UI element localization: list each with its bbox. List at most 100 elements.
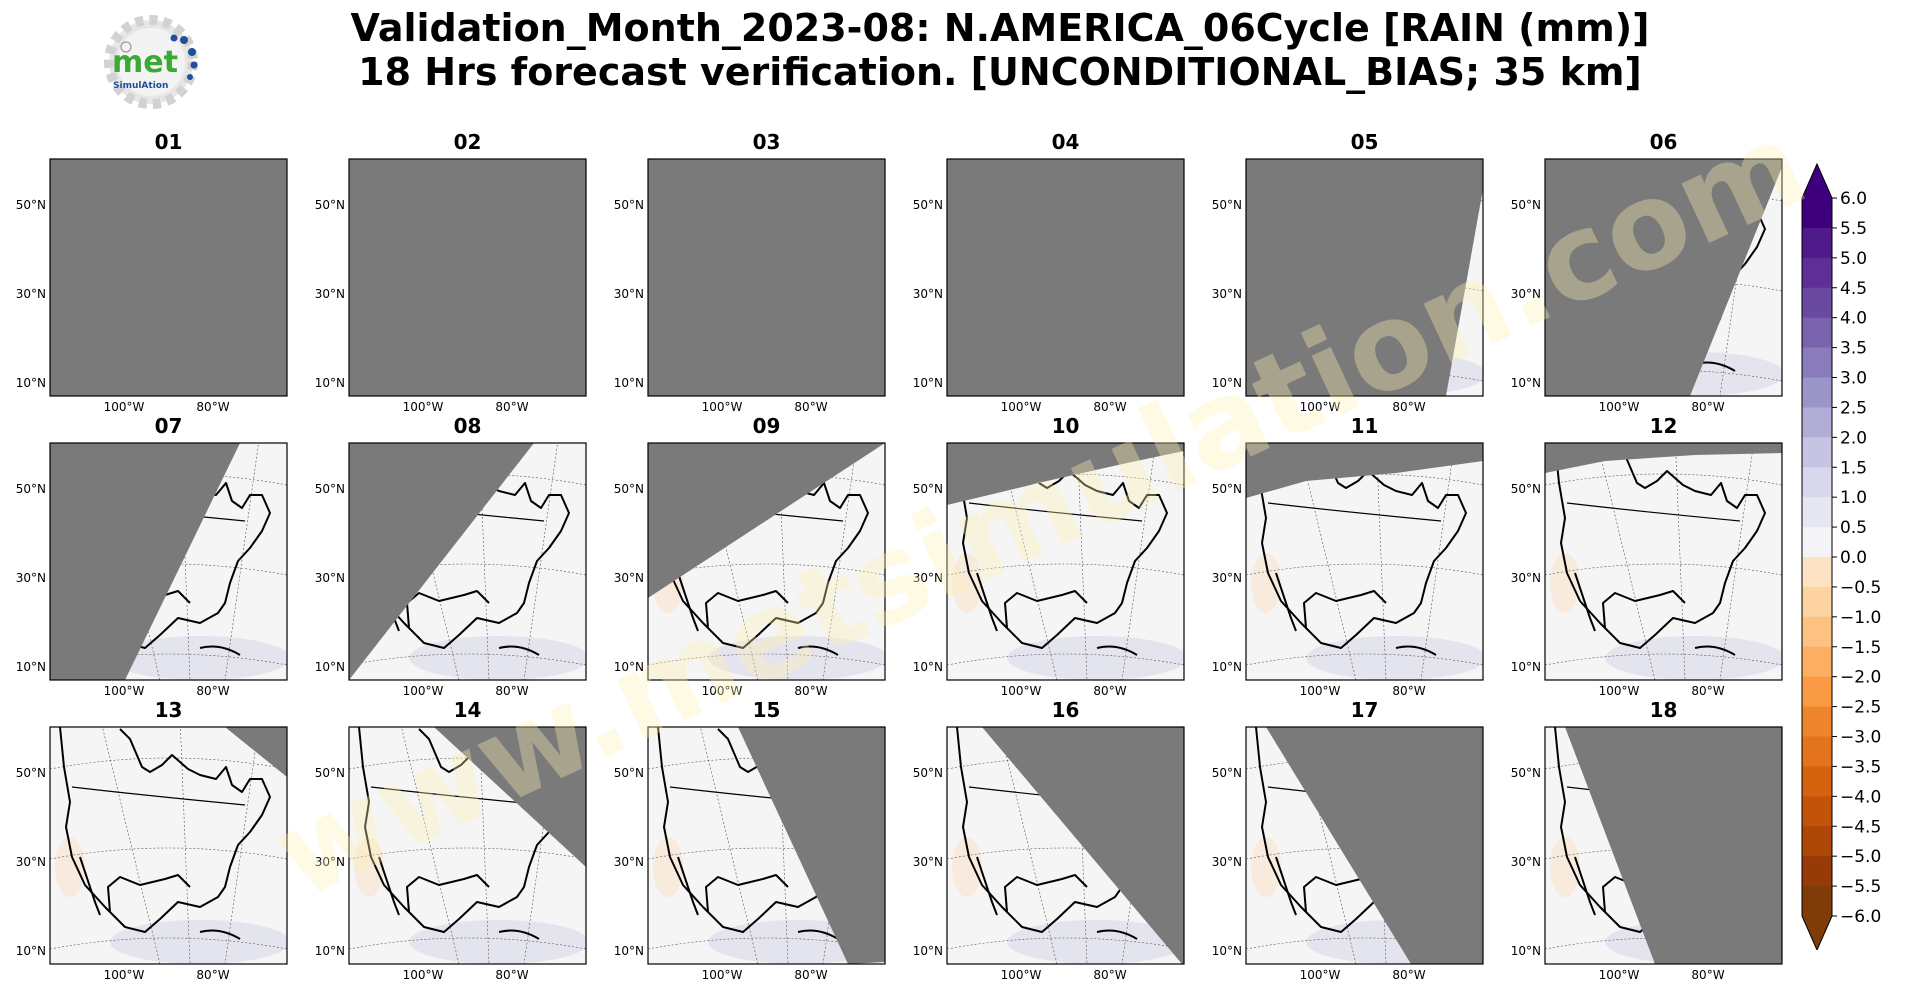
lon-label: 100°W <box>1300 968 1341 982</box>
colorbar-bin <box>1802 227 1832 259</box>
lat-label: 10°N <box>913 376 943 390</box>
colorbar-bin <box>1802 467 1832 498</box>
lat-label: 10°N <box>16 944 46 958</box>
colorbar-tick-label: 3.0 <box>1840 369 1867 389</box>
lon-label: 100°W <box>702 400 743 414</box>
colorbar-tick-label: 0.5 <box>1840 518 1867 538</box>
lat-label: 10°N <box>614 376 644 390</box>
colorbar-tick-label: 5.5 <box>1840 219 1867 239</box>
colorbar-tick-label: −0.5 <box>1840 578 1881 598</box>
colorbar-tick-label: −5.0 <box>1840 847 1881 867</box>
panel-title: 01 <box>155 130 183 154</box>
map-panel-16: 16 50°N 30°N 10°N 100°W 80°W <box>913 698 1185 982</box>
lat-label: 50°N <box>1511 482 1541 496</box>
logo-text-main: met <box>112 45 178 80</box>
map-panel-10: 10 50°N 30°N 10°N 100°W 80°W <box>913 414 1185 698</box>
met-simulation-logo: met SimulAtion <box>96 10 206 110</box>
lat-label: 10°N <box>1511 944 1541 958</box>
colorbar-bin <box>1802 377 1832 408</box>
lat-label: 50°N <box>1511 198 1541 212</box>
lat-label: 10°N <box>614 660 644 674</box>
lat-label: 50°N <box>1212 766 1242 780</box>
colorbar-bin <box>1802 347 1832 378</box>
lat-label: 50°N <box>315 766 345 780</box>
lat-label: 50°N <box>16 198 46 212</box>
lat-label: 30°N <box>16 855 46 869</box>
lat-label: 50°N <box>614 198 644 212</box>
lat-label: 50°N <box>315 482 345 496</box>
panel-title: 17 <box>1351 698 1379 722</box>
lat-label: 10°N <box>16 660 46 674</box>
title-line-1: Validation_Month_2023-08: N.AMERICA_06Cy… <box>350 6 1650 50</box>
lat-label: 10°N <box>315 376 345 390</box>
colorbar-bin <box>1802 407 1832 438</box>
lon-label: 100°W <box>403 968 444 982</box>
panel-title: 11 <box>1351 414 1379 438</box>
map-panel-12: 12 50°N 30°N 10°N 100°W 80°W <box>1511 414 1783 698</box>
panel-title: 14 <box>454 698 482 722</box>
lat-label: 50°N <box>16 766 46 780</box>
colorbar-bin <box>1802 676 1832 708</box>
lat-label: 30°N <box>1511 855 1541 869</box>
map-panel-02: 02 50°N 30°N 10°N 100°W 80°W <box>315 130 587 414</box>
lat-label: 30°N <box>315 855 345 869</box>
map-panel-06: 06 50°N 30°N 10°N 100°W 80°W <box>1511 130 1783 414</box>
lat-label: 30°N <box>1212 571 1242 585</box>
colorbar-bin <box>1802 796 1832 827</box>
panel-title: 06 <box>1650 130 1678 154</box>
panel-title: 10 <box>1052 414 1080 438</box>
colorbar: 6.0 5.5 5.0 4.5 4.0 3.5 3.0 2.5 2.0 1.5 1.0 0.5 0.0 −… <box>1801 162 1881 950</box>
map-panel-04: 04 50°N 30°N 10°N 100°W 80°W <box>913 130 1185 414</box>
lon-label: 80°W <box>495 684 528 698</box>
lat-label: 50°N <box>1511 766 1541 780</box>
lat-label: 30°N <box>913 287 943 301</box>
lat-label: 10°N <box>1511 660 1541 674</box>
colorbar-tick-label: −3.0 <box>1840 728 1881 748</box>
gear-logo-icon <box>104 15 198 109</box>
lon-label: 100°W <box>403 400 444 414</box>
colorbar-tick-label: −2.5 <box>1840 698 1881 718</box>
lon-label: 80°W <box>794 684 827 698</box>
colorbar-tick-label: 6.0 <box>1840 189 1867 209</box>
panel-title: 03 <box>753 130 781 154</box>
lon-label: 80°W <box>1093 968 1126 982</box>
colorbar-bin <box>1802 586 1832 618</box>
panel-title: 16 <box>1052 698 1080 722</box>
lon-label: 100°W <box>1599 684 1640 698</box>
lat-label: 30°N <box>614 855 644 869</box>
map-panel-07: 07 50°N 30°N 10°N 100°W 80°W <box>16 414 288 698</box>
lat-label: 30°N <box>16 287 46 301</box>
colorbar-tick-label: 5.0 <box>1840 249 1867 269</box>
colorbar-bin <box>1802 646 1832 678</box>
lon-label: 100°W <box>1599 968 1640 982</box>
lon-label: 100°W <box>1001 400 1042 414</box>
colorbar-tick-label: −2.0 <box>1840 668 1881 688</box>
lat-label: 30°N <box>614 287 644 301</box>
lat-label: 10°N <box>315 944 345 958</box>
colorbar-extend-bottom <box>1802 916 1832 950</box>
panel-title: 12 <box>1650 414 1678 438</box>
colorbar-bin <box>1802 527 1832 558</box>
panel-title: 08 <box>454 414 482 438</box>
colorbar-tick-label: 4.5 <box>1840 279 1867 299</box>
colorbar-tick-label: −6.0 <box>1840 907 1881 927</box>
colorbar-tick-label: 4.0 <box>1840 309 1867 329</box>
colorbar-bin <box>1802 706 1832 737</box>
lat-label: 10°N <box>1212 660 1242 674</box>
lat-label: 30°N <box>913 855 943 869</box>
lon-label: 80°W <box>1093 400 1126 414</box>
colorbar-tick-label: −4.5 <box>1840 817 1881 837</box>
logo-text-sub: SimulAtion <box>113 81 168 91</box>
colorbar-tick-label: −4.0 <box>1840 787 1881 807</box>
lat-label: 50°N <box>16 482 46 496</box>
map-panel-09: 09 50°N 30°N 10°N 100°W 80°W <box>614 414 886 698</box>
colorbar-bin <box>1802 856 1832 887</box>
map-panel-18: 18 50°N 30°N 10°N 100°W 80°W <box>1511 698 1783 982</box>
map-panel-05: 05 50°N 30°N 10°N 100°W 80°W <box>1212 130 1484 414</box>
colorbar-extend-top <box>1802 164 1832 198</box>
lat-label: 50°N <box>614 482 644 496</box>
lon-label: 100°W <box>104 968 145 982</box>
lon-label: 100°W <box>104 684 145 698</box>
lat-label: 10°N <box>913 944 943 958</box>
